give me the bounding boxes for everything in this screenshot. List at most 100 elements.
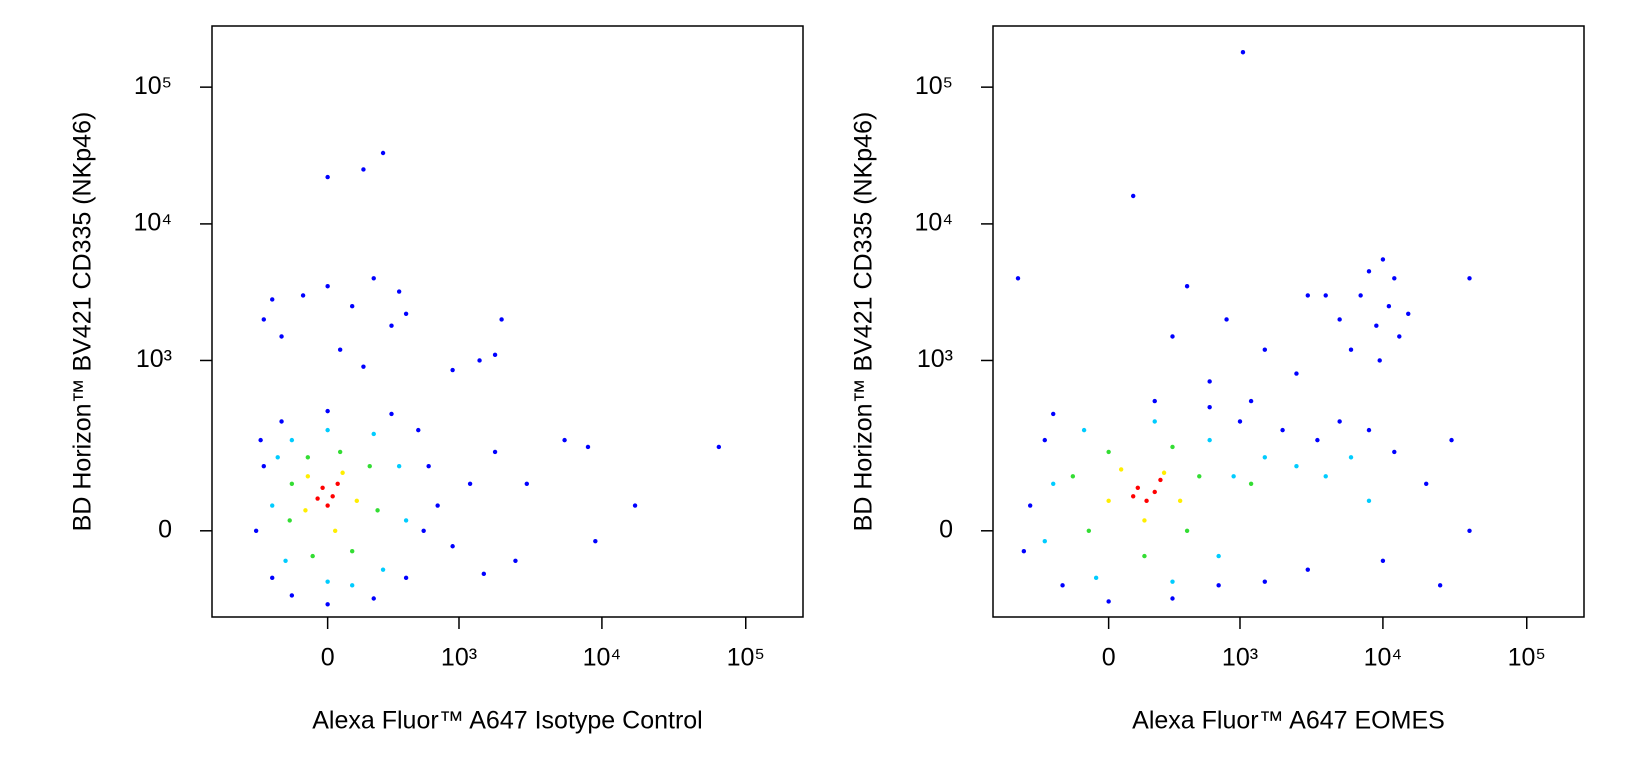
event-dot xyxy=(270,575,275,581)
event-dot xyxy=(380,150,386,156)
event-dot xyxy=(389,411,394,417)
event-dot xyxy=(1184,528,1190,533)
event-dot xyxy=(261,317,266,322)
event-dot xyxy=(1106,498,1111,504)
event-dot xyxy=(403,311,409,316)
event-dot xyxy=(1216,583,1221,588)
event-dot xyxy=(1021,549,1027,554)
event-dot xyxy=(1386,304,1392,309)
event-dot xyxy=(349,304,355,309)
event-dot xyxy=(325,427,330,433)
event-dot xyxy=(1280,427,1285,433)
event-dot xyxy=(481,571,487,577)
event-dot xyxy=(325,174,330,180)
x-tick-label: 10⁵ xyxy=(727,644,765,672)
event-dot xyxy=(1248,398,1254,404)
event-dot xyxy=(1348,347,1354,352)
x-tick-label: 10⁴ xyxy=(1364,644,1403,672)
event-dot xyxy=(258,437,263,443)
y-tick-label: 10³ xyxy=(917,345,953,373)
event-dot xyxy=(1015,276,1021,281)
event-dot xyxy=(1106,599,1111,604)
event-dot xyxy=(450,367,455,373)
event-dot xyxy=(270,503,275,508)
event-dot xyxy=(1130,193,1136,199)
event-dot xyxy=(330,494,335,499)
event-dot xyxy=(279,419,284,424)
event-dot xyxy=(289,437,295,443)
event-dot xyxy=(1093,575,1099,581)
event-dot xyxy=(1380,558,1386,563)
event-dot xyxy=(289,481,295,486)
event-dot xyxy=(1240,50,1246,55)
event-dot xyxy=(1207,437,1212,443)
event-dot xyxy=(1248,481,1254,486)
event-dot xyxy=(403,575,409,581)
event-dot xyxy=(1358,293,1363,298)
event-dot xyxy=(325,579,330,584)
event-dot xyxy=(1366,498,1372,504)
event-dot xyxy=(416,427,421,433)
event-dot xyxy=(380,567,386,572)
event-dot xyxy=(1161,470,1167,475)
x-axis-label: Alexa Fluor™ A647 EOMES xyxy=(1132,707,1445,735)
event-dot xyxy=(593,538,598,544)
event-dot xyxy=(1305,293,1310,298)
event-dot xyxy=(1366,269,1372,274)
y-axis-label: BD Horizon™ BV421 CD335 (NKp46) xyxy=(69,112,97,532)
y-tick-label: 10⁴ xyxy=(133,209,172,237)
event-dot xyxy=(332,528,338,533)
event-dot xyxy=(1158,477,1163,483)
x-tick-label: 10³ xyxy=(1222,644,1258,672)
y-tick-label: 0 xyxy=(158,515,172,543)
event-dot xyxy=(1449,437,1454,443)
y-tick-label: 0 xyxy=(939,515,953,543)
event-dot xyxy=(340,470,345,475)
event-dot xyxy=(1086,528,1092,533)
event-dot xyxy=(1197,474,1202,479)
event-dot xyxy=(1027,503,1033,508)
event-dot xyxy=(1392,276,1397,281)
event-dot xyxy=(1060,583,1065,588)
event-dot xyxy=(1144,498,1149,504)
event-dot xyxy=(325,284,330,289)
event-dot xyxy=(279,334,284,339)
event-dot xyxy=(396,289,402,294)
event-dot xyxy=(1142,518,1147,523)
event-dot xyxy=(1397,334,1402,339)
event-dot xyxy=(421,528,426,533)
event-dot xyxy=(1152,419,1157,424)
event-dot xyxy=(1231,474,1236,479)
event-dot xyxy=(403,518,409,523)
event-dot xyxy=(1042,437,1047,443)
event-dot xyxy=(303,508,308,513)
event-dot xyxy=(389,323,394,328)
event-dot xyxy=(371,276,376,281)
event-dot xyxy=(1106,449,1111,455)
event-dot xyxy=(1294,463,1299,469)
event-dot xyxy=(335,481,340,486)
event-dot xyxy=(426,463,431,469)
event-dot xyxy=(361,167,366,172)
event-dot xyxy=(349,549,355,554)
x-tick-label: 0 xyxy=(1102,644,1116,672)
event-dot xyxy=(1323,293,1328,298)
event-dot xyxy=(1424,481,1429,486)
event-dot xyxy=(375,508,380,513)
y-axis-label: BD Horizon™ BV421 CD335 (NKp46) xyxy=(850,112,878,532)
event-dot xyxy=(300,293,306,298)
y-tick-label: 10⁴ xyxy=(914,209,953,237)
event-dot xyxy=(261,463,266,469)
event-dot xyxy=(337,347,343,352)
event-dot xyxy=(1467,528,1472,533)
event-dot xyxy=(1262,579,1268,584)
event-dot xyxy=(1337,317,1342,322)
event-dot xyxy=(1177,498,1183,504)
event-dot xyxy=(305,474,311,479)
event-dot xyxy=(1142,553,1147,559)
event-dot xyxy=(435,503,440,508)
event-dot xyxy=(1135,485,1141,490)
event-dot xyxy=(325,602,330,607)
event-dot xyxy=(1184,284,1190,289)
event-dot xyxy=(1216,553,1221,559)
